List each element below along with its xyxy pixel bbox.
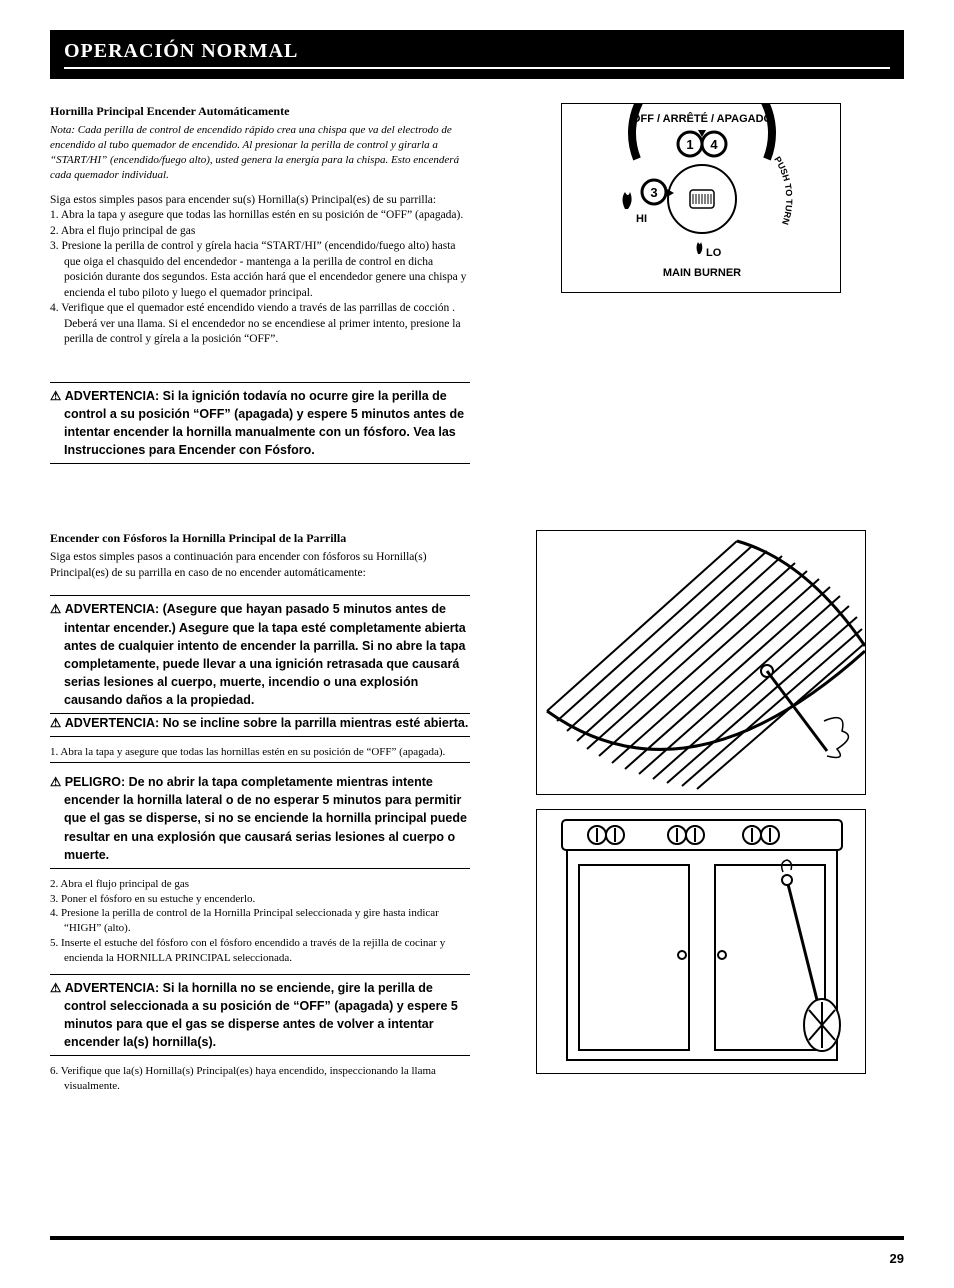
diag-main-burner: MAIN BURNER	[663, 267, 741, 279]
grill-front-diagram	[536, 809, 866, 1074]
section1-intro: Siga estos simples pasos para encender s…	[50, 193, 470, 209]
diag-lo-label: LO	[706, 247, 722, 259]
section1-row: Hornilla Principal Encender Automáticame…	[50, 103, 904, 470]
warning-icon: ⚠	[50, 602, 65, 616]
section1-diagram-col: OFF / ARRÊTÉ / APAGADO 1 4 3	[498, 103, 904, 470]
section2-danger: ⚠ PELIGRO: De no abrir la tapa completam…	[50, 769, 470, 869]
danger-icon: ⚠	[50, 775, 65, 789]
section1-text: Hornilla Principal Encender Automáticame…	[50, 103, 470, 470]
grill-front-svg	[537, 810, 867, 1075]
section2-warning2: ⚠ ADVERTENCIA: No se incline sobre la pa…	[50, 714, 470, 737]
section1-steps: Abra la tapa y asegure que todas las hor…	[50, 208, 470, 348]
spacer	[50, 470, 904, 530]
diag-push-to-turn: PUSH TO TURN	[772, 155, 794, 226]
section2-step5: 5. Inserte el estuche del fósforo con el…	[50, 936, 470, 966]
section2-step4: 4. Presione la perilla de control de la …	[50, 906, 470, 936]
section1-heading: Hornilla Principal Encender Automáticame…	[50, 103, 470, 119]
section2-warning2-text: ADVERTENCIA: No se incline sobre la parr…	[65, 716, 469, 730]
section2-step6: 6. Verifique que la(s) Hornilla(s) Princ…	[50, 1064, 470, 1094]
section2-step1-block: 1. Abra la tapa y asegure que todas las …	[50, 743, 470, 763]
page-number: 29	[50, 1250, 904, 1268]
section2-row: Encender con Fósforos la Hornilla Princi…	[50, 530, 904, 1096]
diag-num-1: 1	[686, 137, 693, 152]
section2-warning3: ⚠ ADVERTENCIA: Si la hornilla no se enci…	[50, 974, 470, 1057]
section1-warning-text: ADVERTENCIA: Si la ignición todavía no o…	[64, 389, 464, 457]
section2-intro: Siga estos simples pasos a continuación …	[50, 550, 470, 581]
page-title: OPERACIÓN NORMAL	[64, 38, 890, 65]
section2-step1: 1. Abra la tapa y asegure que todas las …	[50, 745, 470, 760]
knob-diagram: OFF / ARRÊTÉ / APAGADO 1 4 3	[561, 103, 841, 293]
section2-warning1-text: ADVERTENCIA: (Asegure que hayan pasado 5…	[64, 602, 466, 707]
bottom-spacer	[50, 1096, 904, 1236]
diag-hi-label: HI	[636, 213, 647, 225]
diag-off-label: OFF / ARRÊTÉ / APAGADO	[632, 112, 773, 125]
section1-step-4: Verifique que el quemador esté encendido…	[50, 301, 470, 348]
section1-step-2: Abra el flujo principal de gas	[50, 224, 470, 240]
knob-diagram-svg: OFF / ARRÊTÉ / APAGADO 1 4 3	[562, 104, 842, 294]
section2-step3: 3. Poner el fósforo en su estuche y ence…	[50, 892, 470, 907]
section2-warning1: ⚠ ADVERTENCIA: (Asegure que hayan pasado…	[50, 595, 470, 714]
svg-text:PUSH TO TURN: PUSH TO TURN	[772, 155, 794, 226]
section1-step-3: Presione la perilla de control y gírela …	[50, 239, 470, 301]
warning-icon: ⚠	[50, 389, 65, 403]
header-underline	[64, 67, 890, 69]
grill-grate-svg	[537, 531, 867, 796]
section1-step-1: Abra la tapa y asegure que todas las hor…	[50, 208, 470, 224]
warning-icon: ⚠	[50, 981, 65, 995]
section2-diagram-col	[498, 530, 904, 1096]
section1-warning: ⚠ ADVERTENCIA: Si la ignición todavía no…	[50, 382, 470, 465]
section2-step2: 2. Abra el flujo principal de gas	[50, 877, 470, 892]
section2-warning3-text: ADVERTENCIA: Si la hornilla no se encien…	[64, 981, 458, 1049]
section2-heading: Encender con Fósforos la Hornilla Princi…	[50, 530, 470, 546]
grill-grate-diagram	[536, 530, 866, 795]
diag-num-4: 4	[710, 137, 718, 152]
section2-text: Encender con Fósforos la Hornilla Princi…	[50, 530, 470, 1096]
header-bar: OPERACIÓN NORMAL	[50, 30, 904, 79]
section2-danger-text: PELIGRO: De no abrir la tapa completamen…	[64, 775, 467, 862]
footer-bar	[50, 1236, 904, 1240]
diag-num-3: 3	[650, 185, 657, 200]
section1-note: Nota: Cada perilla de control de encendi…	[50, 123, 470, 182]
warning-icon: ⚠	[50, 716, 65, 730]
